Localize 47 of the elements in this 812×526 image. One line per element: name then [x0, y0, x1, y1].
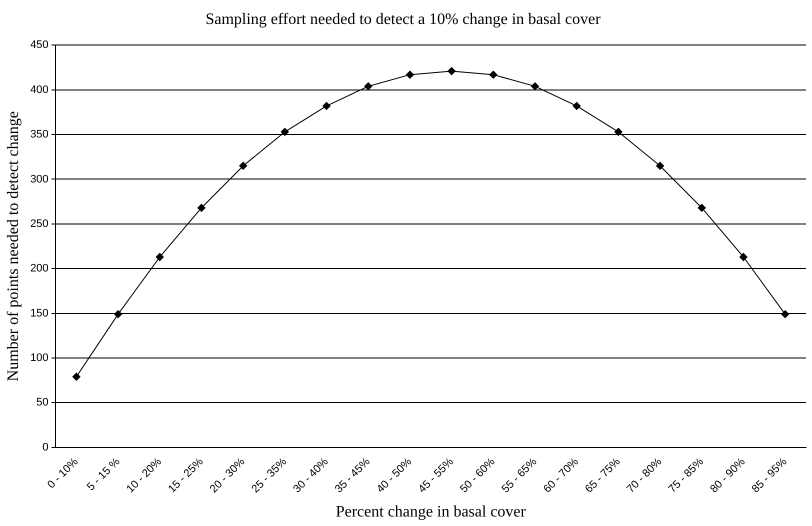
y-tick-label: 50 [36, 396, 49, 409]
point [280, 128, 289, 136]
x-tick-label: 80 - 90% [708, 456, 748, 496]
point [406, 70, 414, 79]
y-axis-title: Number of points needed to detect change [4, 111, 22, 382]
x-tick-label: 20 - 30% [208, 456, 248, 496]
point [489, 70, 498, 79]
chart-title: Sampling effort needed to detect a 10% change in basal cover [205, 10, 602, 28]
x-tick-label: 85 - 95% [750, 456, 790, 496]
x-tick-label: 55 - 65% [500, 456, 540, 496]
x-tick-label: 35 - 45% [332, 456, 373, 496]
point [364, 82, 372, 90]
y-tick-label: 300 [30, 173, 49, 186]
point [614, 128, 622, 136]
y-tick-label: 250 [30, 218, 49, 230]
y-tick-label: 0 [42, 441, 49, 454]
y-tick-label: 400 [30, 84, 49, 96]
point [322, 102, 331, 110]
point [197, 204, 206, 212]
x-tick-label: 0 - 10% [45, 456, 81, 492]
point [572, 102, 581, 110]
point [739, 252, 748, 261]
x-tick-label: 45 - 55% [416, 456, 456, 496]
x-tick-label: 40 - 50% [374, 456, 414, 496]
x-tick-label: 50 - 60% [458, 456, 498, 496]
point [781, 310, 790, 318]
x-axis-title: Percent change in basal cover [336, 504, 527, 521]
x-tick-label: 60 - 70% [541, 456, 582, 496]
point [698, 204, 706, 212]
point [72, 372, 80, 381]
point [156, 252, 164, 261]
x-tick-label: 25 - 35% [250, 456, 290, 496]
point [239, 162, 248, 170]
y-tick-label: 150 [30, 307, 49, 320]
x-tick-label: 75 - 85% [666, 456, 706, 496]
point [656, 162, 664, 170]
x-tick-label: 5 - 15 % [84, 456, 123, 494]
y-tick-label: 450 [30, 39, 49, 52]
x-tick-label: 65 - 75% [583, 456, 623, 496]
y-tick-label: 200 [30, 262, 49, 275]
point [531, 82, 540, 90]
x-tick-label: 30 - 40% [291, 456, 331, 496]
x-tick-label: 70 - 80% [624, 456, 664, 496]
y-tick-label: 350 [30, 128, 49, 141]
y-tick-label: 100 [30, 352, 49, 364]
point [448, 67, 456, 76]
point [114, 310, 122, 318]
